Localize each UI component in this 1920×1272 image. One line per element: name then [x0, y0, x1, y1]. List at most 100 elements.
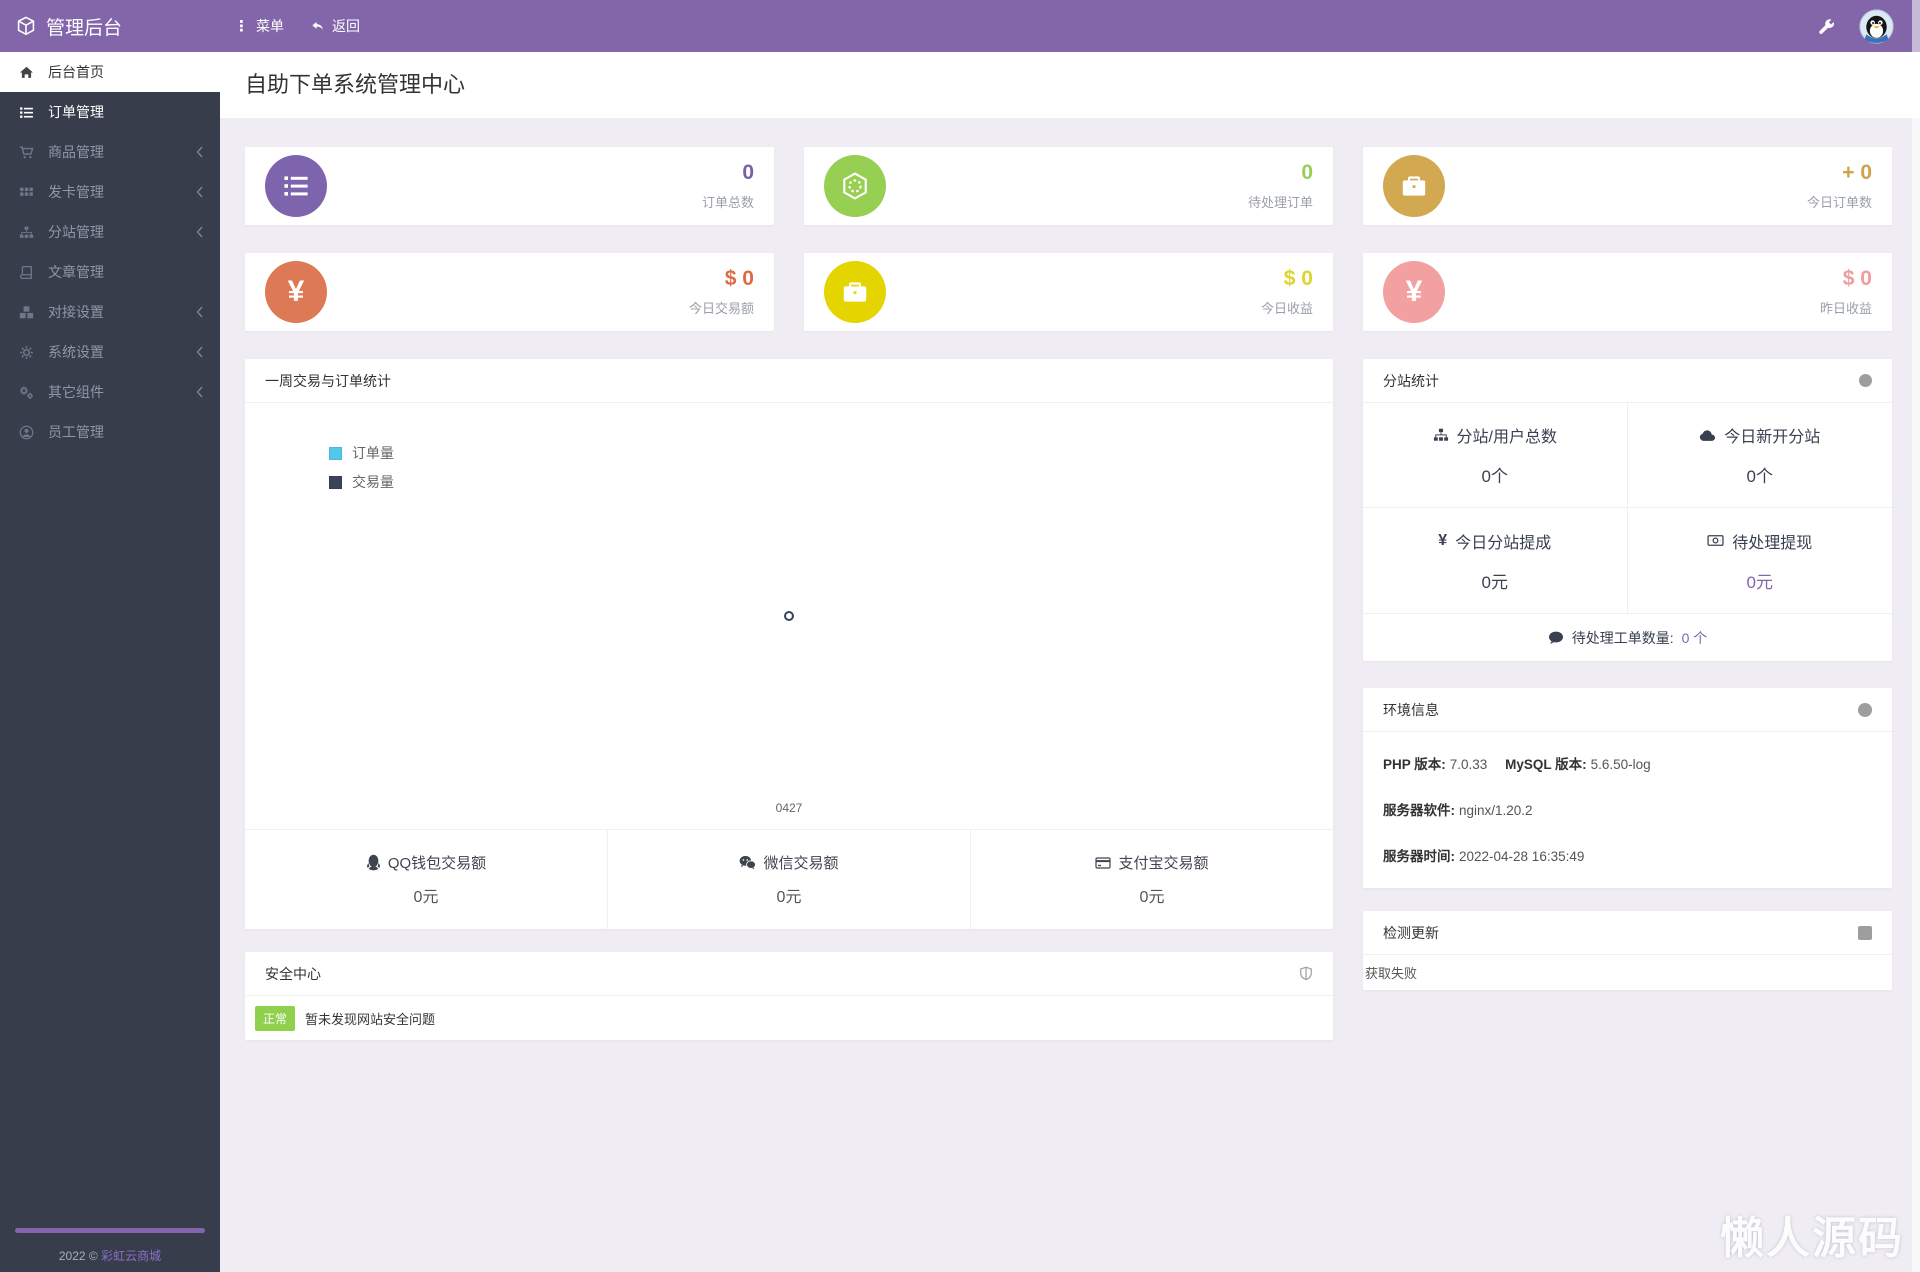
- stat-card-today-orders: + 0 今日订单数: [1363, 147, 1892, 225]
- circle-icon: [1859, 374, 1872, 387]
- env-row-versions: PHP 版本: 7.0.33 MySQL 版本: 5.6.50-log: [1383, 757, 1651, 772]
- substation-cell-users: 分站/用户总数 0个: [1363, 403, 1628, 508]
- legend-item-orders[interactable]: 订单量: [329, 443, 394, 463]
- sidebar-item-substations[interactable]: 分站管理: [0, 212, 220, 252]
- list-ol-icon: [265, 155, 327, 217]
- tickets-value: 0 个: [1681, 629, 1708, 646]
- user-circle-icon: [18, 425, 34, 440]
- stat-card-total-orders: 0 订单总数: [245, 147, 774, 225]
- environment-panel: 环境信息 i PHP 版本: 7.0.33 MySQL 版本: 5.6.50-log…: [1363, 688, 1892, 888]
- sidebar-item-integrations[interactable]: 对接设置: [0, 292, 220, 332]
- reply-arrow-icon: [310, 20, 325, 33]
- hexagon-icon: [824, 155, 886, 217]
- chevron-left-icon: [195, 346, 204, 358]
- stat-value: $ 0: [724, 267, 754, 291]
- cell-value: 0元: [1746, 572, 1773, 592]
- sitemap-icon: [18, 225, 34, 240]
- stat-value: + 0: [1842, 161, 1872, 185]
- topbar: 管理后台 ⋮ 菜单 返回: [0, 0, 1920, 52]
- alipay-cell: 支付宝交易额 0元: [970, 830, 1333, 929]
- page-title: 自助下单系统管理中心: [245, 72, 466, 97]
- env-row-time: 服务器时间: 2022-04-28 16:35:49: [1383, 849, 1585, 864]
- copyright-brand-link[interactable]: 彩虹云商城: [101, 1249, 162, 1263]
- environment-body: PHP 版本: 7.0.33 MySQL 版本: 5.6.50-log 服务器软件:…: [1363, 732, 1892, 888]
- info-circle-icon: i: [1858, 702, 1872, 717]
- sidebar-item-products[interactable]: 商品管理: [0, 132, 220, 172]
- stat-value: 0: [742, 161, 754, 185]
- update-check-header: 检测更新 ✓: [1363, 911, 1892, 955]
- cube-icon: [16, 16, 36, 36]
- panel-title: 检测更新: [1383, 924, 1439, 941]
- back-button[interactable]: 返回: [310, 16, 360, 36]
- chevron-left-icon: [195, 306, 204, 318]
- money-bill-icon: [1707, 534, 1724, 547]
- menu-button[interactable]: ⋮ 菜单: [234, 17, 284, 35]
- chevron-left-icon: [195, 226, 204, 238]
- topbar-nav: ⋮ 菜单 返回: [234, 16, 360, 36]
- pending-tickets-row: 待处理工单数量: 0 个: [1363, 613, 1892, 661]
- stat-label: 今日交易额: [688, 300, 754, 316]
- pay-value: 0元: [413, 889, 439, 906]
- sitemap-icon: [1433, 427, 1449, 443]
- substation-cell-new-today: 今日新开分站 0个: [1627, 403, 1892, 508]
- pay-value: 0元: [776, 889, 802, 906]
- sidebar-item-home[interactable]: 后台首页: [0, 52, 220, 92]
- cell-value: 0个: [1481, 467, 1508, 486]
- update-status: 获取失败: [1365, 966, 1418, 981]
- stat-card-today-income: $ 0 今日收益: [804, 253, 1333, 331]
- qq-wallet-cell: QQ钱包交易额 0元: [245, 830, 607, 929]
- chart-legend: 订单量 交易量: [329, 443, 394, 501]
- sidebar-item-orders[interactable]: 订单管理: [0, 92, 220, 132]
- ellipsis-v-icon: ⋮: [234, 17, 249, 35]
- panel-title: 一周交易与订单统计: [265, 372, 391, 389]
- brand[interactable]: 管理后台: [0, 0, 220, 52]
- sidebar-item-other-components[interactable]: 其它组件: [0, 372, 220, 412]
- sidebar-accent-line: [15, 1228, 205, 1233]
- sidebar-footer: 2022 © 彩虹云商城: [0, 1228, 220, 1264]
- yen-icon: ¥: [1438, 531, 1448, 549]
- substation-stats-panel: 分站统计 分站/用户总数: [1363, 359, 1892, 661]
- panel-title: 环境信息: [1383, 701, 1439, 718]
- qq-avatar[interactable]: [1859, 8, 1894, 44]
- pay-value: 0元: [1139, 889, 1165, 906]
- gears-icon: [18, 385, 34, 400]
- sidebar-item-articles[interactable]: 文章管理: [0, 252, 220, 292]
- yen-icon: ¥: [1383, 261, 1445, 323]
- chevron-left-icon: [195, 386, 204, 398]
- th-grid-icon: [18, 185, 34, 200]
- briefcase-icon: [824, 261, 886, 323]
- sidebar-item-staff[interactable]: 员工管理: [0, 412, 220, 452]
- stat-value: $ 0: [1842, 267, 1872, 291]
- security-status-row: 正常 暂未发现网站安全问题: [245, 996, 1333, 1040]
- sidebar-item-cards[interactable]: 发卡管理: [0, 172, 220, 212]
- wechat-icon: [739, 855, 757, 870]
- cloud-icon: [1699, 429, 1716, 442]
- credit-card-icon: [1095, 856, 1112, 870]
- substation-stats-header: 分站统计: [1363, 359, 1892, 403]
- update-check-panel: 检测更新 ✓ 获取失败: [1363, 911, 1892, 990]
- check-square-icon[interactable]: ✓: [1858, 925, 1872, 940]
- sidebar: 后台首页 订单管理 商品管理 发卡管理: [0, 52, 220, 1272]
- cubes-icon: [18, 305, 34, 320]
- cell-value: 0个: [1746, 467, 1773, 486]
- legend-swatch-cyan: [329, 446, 342, 460]
- substation-grid: 分站/用户总数 0个 今日新开分站: [1363, 403, 1892, 613]
- brand-title: 管理后台: [46, 17, 123, 39]
- pay-label: QQ钱包交易额: [387, 855, 487, 872]
- line-chart: 订单量 交易量 0427: [245, 403, 1333, 829]
- pay-label: 微信交易额: [763, 855, 839, 872]
- main-content: 0 订单总数 0 待处理订单 + 0: [220, 118, 1920, 1272]
- scrollbar[interactable]: [1912, 0, 1920, 1272]
- legend-item-volume[interactable]: 交易量: [329, 472, 394, 492]
- x-axis-tick: 0427: [775, 801, 803, 815]
- chart-data-point: [784, 611, 794, 621]
- payment-summary-row: QQ钱包交易额 0元: [245, 829, 1333, 929]
- wrench-icon[interactable]: [1818, 18, 1835, 35]
- panel-title: 安全中心: [265, 965, 321, 982]
- stat-card-today-volume: ¥ $ 0 今日交易额: [245, 253, 774, 331]
- sidebar-item-system-settings[interactable]: 系统设置: [0, 332, 220, 372]
- pay-label: 支付宝交易额: [1118, 855, 1209, 872]
- right-column: 分站统计 分站/用户总数: [1363, 359, 1892, 1040]
- watermark: 懒人源码: [1720, 1214, 1904, 1263]
- cart-icon: [18, 145, 34, 160]
